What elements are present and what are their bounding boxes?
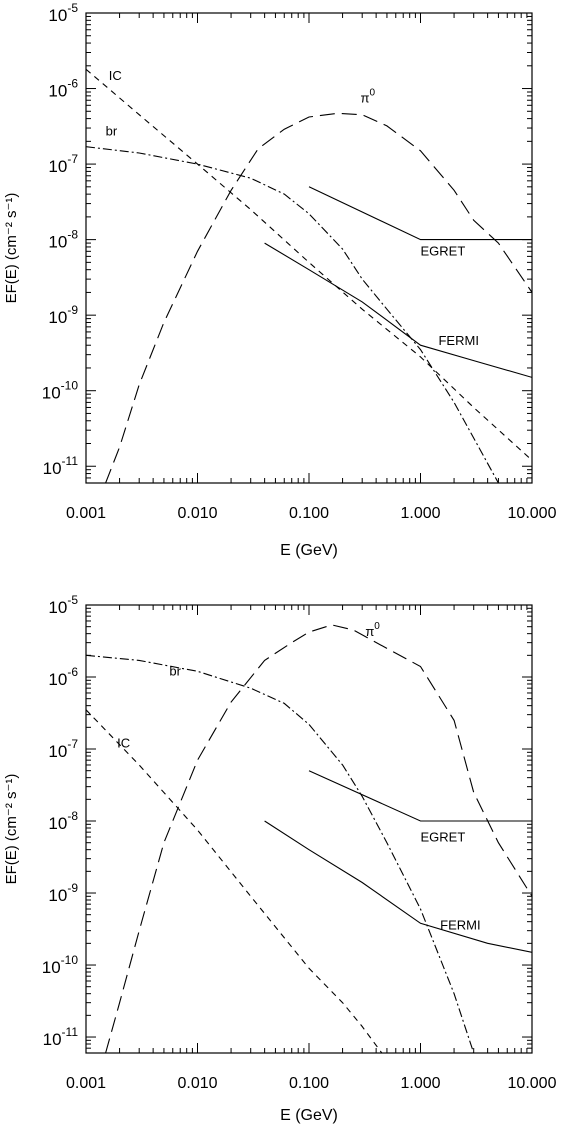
series-annotation: FERMI bbox=[438, 333, 478, 348]
series-br-line bbox=[86, 654, 475, 1053]
series--line bbox=[105, 624, 532, 1053]
series--line bbox=[105, 112, 532, 483]
y-tick-label: 10-6 bbox=[48, 665, 78, 689]
series-annotation: br bbox=[169, 663, 181, 678]
series-annotation: IC bbox=[117, 735, 130, 750]
x-tick-label: 0.001 bbox=[66, 505, 106, 522]
y-tick-label: 10-5 bbox=[48, 1, 78, 25]
y-tick-label: 10-9 bbox=[48, 303, 78, 327]
x-tick-label: 10.000 bbox=[508, 1075, 557, 1092]
y-tick-label: 10-10 bbox=[42, 953, 79, 977]
x-axis-label: E (GeV) bbox=[280, 1107, 338, 1124]
series-fermi-line bbox=[264, 242, 532, 378]
y-tick-label: 10-5 bbox=[48, 593, 78, 617]
series-ic-line bbox=[86, 68, 532, 461]
y-tick-label: 10-7 bbox=[48, 737, 78, 761]
series-annotation: EGRET bbox=[421, 243, 466, 258]
series-egret-line bbox=[308, 186, 532, 241]
y-tick-label: 10-11 bbox=[43, 454, 79, 478]
y-axis-label: EF(E) (cm⁻² s⁻¹) bbox=[3, 774, 20, 885]
series-annotation: π0 bbox=[361, 88, 376, 106]
x-tick-label: 1.000 bbox=[400, 1075, 440, 1092]
chart-panel-top: 0.001 0.010 0.100 1.000 10.000 10-5 10-6 10-7 10… bbox=[3, 1, 557, 559]
x-tick-label: 10.000 bbox=[508, 505, 557, 522]
series-br-line bbox=[86, 146, 499, 483]
x-tick-label: 0.100 bbox=[289, 505, 329, 522]
series-ic-line bbox=[86, 709, 383, 1053]
series-egret-line bbox=[308, 770, 532, 822]
chart-panel-bottom: 0.001 0.010 0.100 1.000 10.000 10-5 10-6 10-7 10… bbox=[3, 593, 557, 1124]
y-tick-label: 10-9 bbox=[48, 881, 78, 905]
series-annotation: EGRET bbox=[421, 829, 466, 844]
series-annotation: IC bbox=[109, 68, 122, 83]
series-annotation: br bbox=[106, 123, 118, 138]
series-annotation: π0 bbox=[365, 621, 380, 639]
y-tick-label: 10-11 bbox=[43, 1025, 79, 1049]
y-tick-label: 10-10 bbox=[42, 379, 79, 403]
x-tick-label: 0.010 bbox=[177, 1075, 217, 1092]
x-tick-label: 0.010 bbox=[177, 505, 217, 522]
x-tick-label: 1.000 bbox=[400, 505, 440, 522]
x-tick-label: 0.100 bbox=[289, 1075, 329, 1092]
series-fermi-line bbox=[264, 820, 532, 953]
x-axis-label: E (GeV) bbox=[280, 542, 338, 559]
x-tick-label: 0.001 bbox=[66, 1075, 106, 1092]
y-axis-label: EF(E) (cm⁻² s⁻¹) bbox=[3, 193, 20, 304]
series-annotation: FERMI bbox=[440, 918, 480, 933]
y-tick-label: 10-7 bbox=[48, 152, 78, 176]
y-tick-label: 10-6 bbox=[48, 77, 78, 101]
y-tick-label: 10-8 bbox=[48, 228, 78, 252]
y-tick-label: 10-8 bbox=[48, 809, 78, 833]
